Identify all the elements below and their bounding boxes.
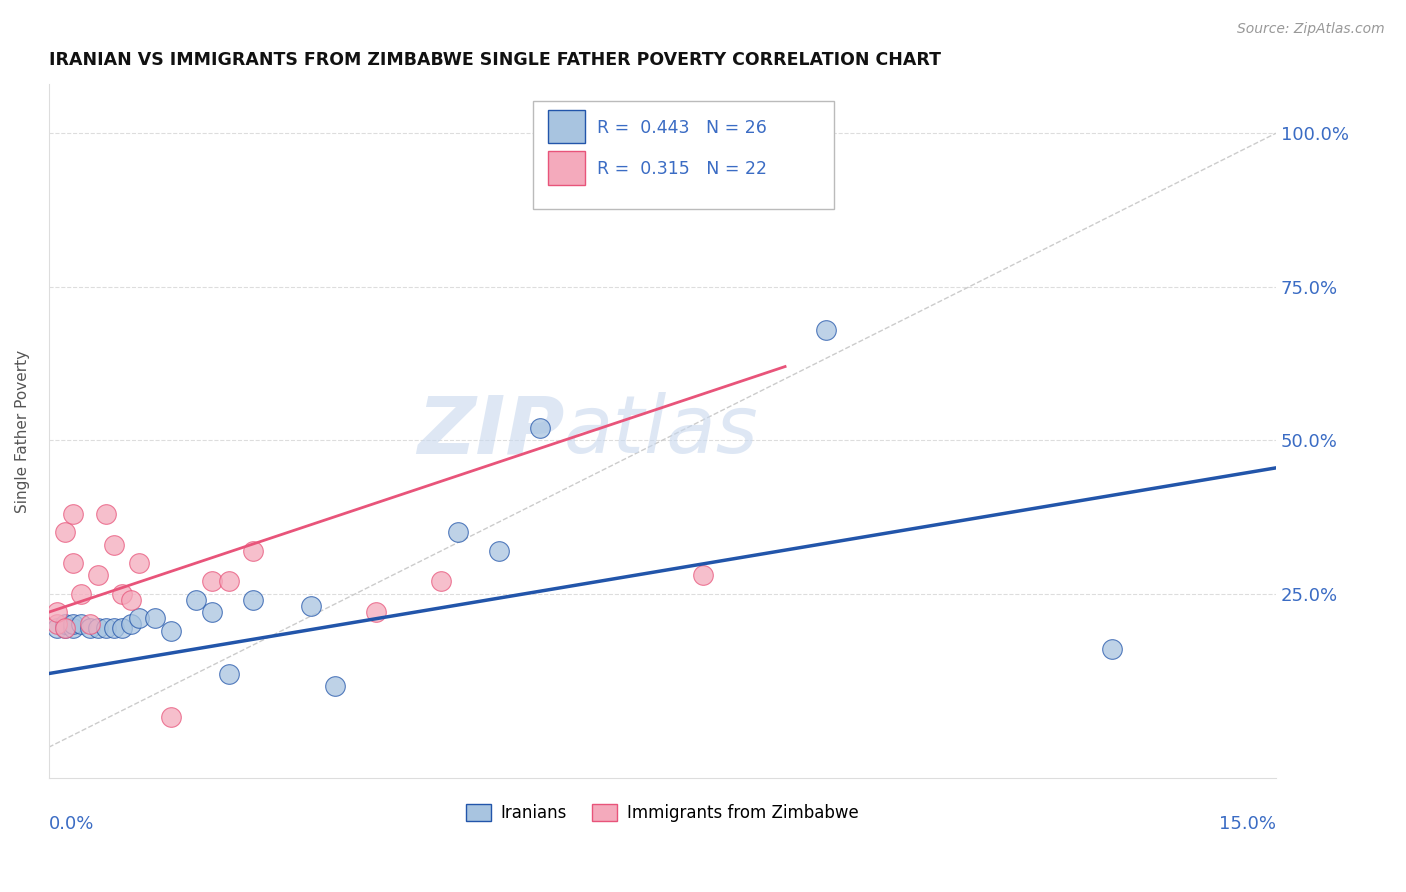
Immigrants from Zimbabwe — [120, 593, 142, 607]
Iranians — [488, 543, 510, 558]
Iranians — [160, 624, 183, 638]
Immigrants from Zimbabwe — [364, 605, 387, 619]
Immigrants from Zimbabwe — [111, 587, 134, 601]
Immigrants from Zimbabwe — [53, 525, 76, 540]
Iranians — [111, 620, 134, 634]
Iranians — [70, 617, 93, 632]
Immigrants from Zimbabwe — [773, 151, 796, 165]
Immigrants from Zimbabwe — [692, 568, 714, 582]
Text: atlas: atlas — [564, 392, 759, 470]
Iranians — [45, 620, 67, 634]
Iranians — [529, 421, 551, 435]
Iranians — [94, 620, 117, 634]
Iranians — [201, 605, 224, 619]
Text: 15.0%: 15.0% — [1219, 814, 1277, 833]
Iranians — [323, 679, 346, 693]
FancyBboxPatch shape — [548, 152, 585, 185]
Iranians — [120, 617, 142, 632]
Immigrants from Zimbabwe — [62, 507, 84, 521]
Immigrants from Zimbabwe — [45, 605, 67, 619]
Iranians — [62, 620, 84, 634]
Immigrants from Zimbabwe — [94, 507, 117, 521]
Iranians — [184, 593, 207, 607]
Immigrants from Zimbabwe — [103, 538, 125, 552]
Immigrants from Zimbabwe — [160, 709, 183, 723]
Iranians — [143, 611, 166, 625]
FancyBboxPatch shape — [548, 110, 585, 143]
Iranians — [62, 617, 84, 632]
Iranians — [53, 620, 76, 634]
Iranians — [1101, 642, 1123, 657]
Immigrants from Zimbabwe — [87, 568, 110, 582]
Iranians — [87, 620, 110, 634]
Immigrants from Zimbabwe — [79, 617, 101, 632]
Immigrants from Zimbabwe — [218, 574, 240, 589]
Immigrants from Zimbabwe — [242, 543, 264, 558]
Immigrants from Zimbabwe — [62, 556, 84, 570]
Iranians — [79, 620, 101, 634]
Legend: Iranians, Immigrants from Zimbabwe: Iranians, Immigrants from Zimbabwe — [460, 797, 866, 829]
Text: Source: ZipAtlas.com: Source: ZipAtlas.com — [1237, 22, 1385, 37]
Y-axis label: Single Father Poverty: Single Father Poverty — [15, 350, 30, 513]
Iranians — [814, 323, 837, 337]
Iranians — [53, 617, 76, 632]
Immigrants from Zimbabwe — [53, 620, 76, 634]
Iranians — [103, 620, 125, 634]
Iranians — [242, 593, 264, 607]
FancyBboxPatch shape — [533, 102, 834, 209]
Immigrants from Zimbabwe — [201, 574, 224, 589]
Iranians — [218, 666, 240, 681]
Immigrants from Zimbabwe — [128, 556, 150, 570]
Iranians — [299, 599, 322, 613]
Text: R =  0.443   N = 26: R = 0.443 N = 26 — [598, 119, 768, 136]
Immigrants from Zimbabwe — [45, 617, 67, 632]
Text: ZIP: ZIP — [416, 392, 564, 470]
Text: 0.0%: 0.0% — [49, 814, 94, 833]
Immigrants from Zimbabwe — [430, 574, 453, 589]
Immigrants from Zimbabwe — [70, 587, 93, 601]
Iranians — [128, 611, 150, 625]
Text: IRANIAN VS IMMIGRANTS FROM ZIMBABWE SINGLE FATHER POVERTY CORRELATION CHART: IRANIAN VS IMMIGRANTS FROM ZIMBABWE SING… — [49, 51, 941, 69]
Iranians — [447, 525, 470, 540]
Text: R =  0.315   N = 22: R = 0.315 N = 22 — [598, 161, 768, 178]
